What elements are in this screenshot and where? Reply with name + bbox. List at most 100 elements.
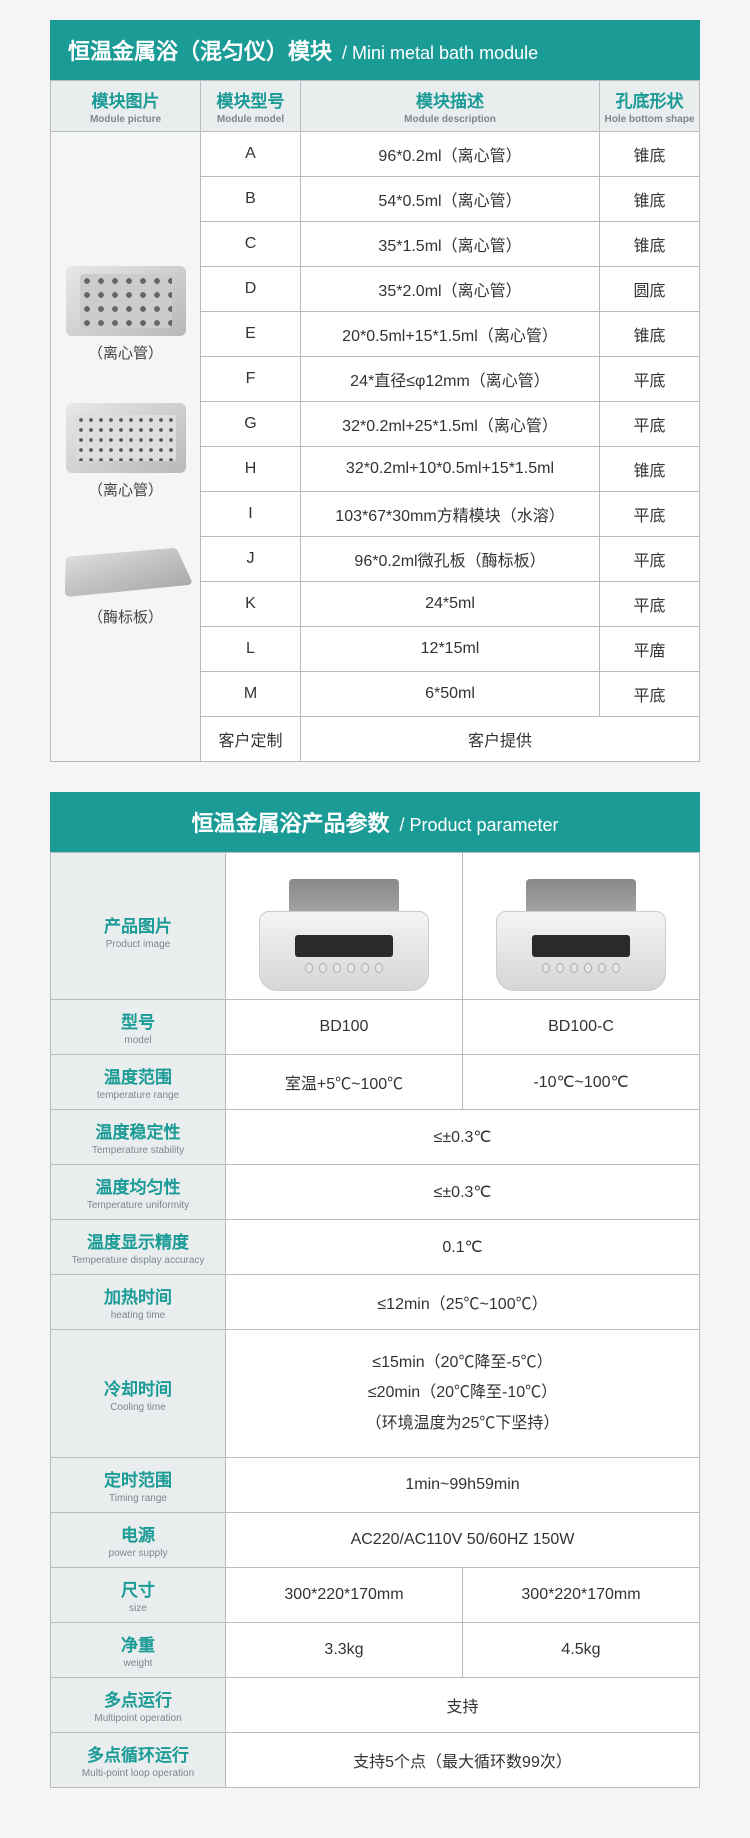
param-title-cn: 恒温金属浴产品参数 [191,806,389,838]
row-label: 多点运行Multipoint operation [51,1678,226,1733]
cell-value: BD100-C [463,1000,700,1055]
product-image-cell [226,853,463,1000]
cell-desc: 103*67*30mm方精模块（水溶） [301,492,600,537]
module-section: 恒温金属浴（混匀仪）模块 / Mini metal bath module 模块… [50,20,700,762]
cell-shape: 平底 [600,357,700,402]
cell-shape: 圆底 [600,267,700,312]
row-label: 净重weight [51,1623,226,1678]
cell-model: H [201,447,301,492]
module-image-label: （离心管） [57,479,194,500]
cell-value: ≤±0.3℃ [226,1110,700,1165]
cell-value: 室温+5℃~100℃ [226,1055,463,1110]
module-image: （酶标板） [57,540,194,627]
cell-shape: 平底 [600,672,700,717]
cell-model: D [201,267,301,312]
module-title-en: / Mini metal bath module [342,43,538,64]
col-model: 模块型号Module model [201,81,301,132]
cell-model: G [201,402,301,447]
cell-model: L [201,627,301,672]
module-image-graphic [66,403,186,473]
module-title-bar: 恒温金属浴（混匀仪）模块 / Mini metal bath module [50,20,700,80]
cell-value: 支持5个点（最大循环数99次） [226,1733,700,1788]
cell-desc: 32*0.2ml+25*1.5ml（离心管） [301,402,600,447]
cell-shape: 平底 [600,582,700,627]
cell-value: 0.1℃ [226,1220,700,1275]
cell-value: 支持 [226,1678,700,1733]
module-title-cn: 恒温金属浴（混匀仪）模块 [68,34,332,66]
param-row: 温度稳定性Temperature stability≤±0.3℃ [51,1110,700,1165]
module-image: （离心管） [57,266,194,363]
cell-model: B [201,177,301,222]
row-label: 定时范围Timing range [51,1458,226,1513]
module-images-cell: （离心管） （离心管） （酶标板） [51,132,201,762]
module-row: （离心管）（离心管）（酶标板）A96*0.2ml（离心管）锥底 [51,132,700,177]
cell-desc: 12*15ml [301,627,600,672]
param-row: 定时范围Timing range1min~99h59min [51,1458,700,1513]
cell-value: ≤12min（25℃~100℃） [226,1275,700,1330]
cell-shape: 平底 [600,402,700,447]
cell-shape: 锥底 [600,447,700,492]
cell-desc: 96*0.2ml微孔板（酶标板） [301,537,600,582]
cell-model: F [201,357,301,402]
cell-desc: 客户提供 [301,717,700,762]
module-table: 模块图片Module picture 模块型号Module model 模块描述… [50,80,700,762]
cell-value: 300*220*170mm [463,1568,700,1623]
param-row: 型号modelBD100BD100-C [51,1000,700,1055]
cell-desc: 6*50ml [301,672,600,717]
cell-model: C [201,222,301,267]
param-row: 加热时间heating time≤12min（25℃~100℃） [51,1275,700,1330]
param-section: 恒温金属浴产品参数 / Product parameter 产品图片Produc… [50,792,700,1788]
cell-value: ≤±0.3℃ [226,1165,700,1220]
param-row: 多点运行Multipoint operation支持 [51,1678,700,1733]
row-label: 温度稳定性Temperature stability [51,1110,226,1165]
cell-value: 3.3kg [226,1623,463,1678]
row-label: 加热时间heating time [51,1275,226,1330]
cell-desc: 24*直径≤φ12mm（离心管） [301,357,600,402]
col-picture: 模块图片Module picture [51,81,201,132]
cell-desc: 35*2.0ml（离心管） [301,267,600,312]
row-label: 温度均匀性Temperature uniformity [51,1165,226,1220]
param-title-bar: 恒温金属浴产品参数 / Product parameter [50,792,700,852]
row-label: 产品图片Product image [51,853,226,1000]
row-label: 温度范围temperature range [51,1055,226,1110]
cell-value: 300*220*170mm [226,1568,463,1623]
row-label: 型号model [51,1000,226,1055]
cell-model: 客户定制 [201,717,301,762]
cell-desc: 96*0.2ml（离心管） [301,132,600,177]
cell-value: 4.5kg [463,1623,700,1678]
cell-model: E [201,312,301,357]
module-image-label: （酶标板） [57,606,194,627]
cell-value: -10℃~100℃ [463,1055,700,1110]
col-desc: 模块描述Module description [301,81,600,132]
param-title-en: / Product parameter [399,815,558,836]
param-row: 电源power supplyAC220/AC110V 50/60HZ 150W [51,1513,700,1568]
device-image [259,871,429,991]
col-shape: 孔底形状Hole bottom shape [600,81,700,132]
row-label: 温度显示精度Temperature display accuracy [51,1220,226,1275]
param-table: 产品图片Product image型号modelBD100BD100-C温度范围… [50,852,700,1788]
cell-shape: 锥底 [600,222,700,267]
module-image-label: （离心管） [57,342,194,363]
cell-shape: 锥底 [600,177,700,222]
cell-model: K [201,582,301,627]
module-image: （离心管） [57,403,194,500]
row-label: 电源power supply [51,1513,226,1568]
module-image-graphic [64,548,192,597]
cell-value: AC220/AC110V 50/60HZ 150W [226,1513,700,1568]
param-row: 温度均匀性Temperature uniformity≤±0.3℃ [51,1165,700,1220]
cell-model: I [201,492,301,537]
param-row: 冷却时间Cooling time≤15min（20℃降至-5℃）≤20min（2… [51,1330,700,1458]
param-row: 净重weight3.3kg4.5kg [51,1623,700,1678]
cell-desc: 20*0.5ml+15*1.5ml（离心管） [301,312,600,357]
cell-desc: 24*5ml [301,582,600,627]
cell-model: J [201,537,301,582]
row-label: 尺寸size [51,1568,226,1623]
product-image-cell [463,853,700,1000]
cell-shape: 平庿 [600,627,700,672]
device-image [496,871,666,991]
param-image-row: 产品图片Product image [51,853,700,1000]
cell-desc: 35*1.5ml（离心管） [301,222,600,267]
cell-shape: 锥底 [600,312,700,357]
param-row: 多点循环运行Multi-point loop operation支持5个点（最大… [51,1733,700,1788]
row-label: 冷却时间Cooling time [51,1330,226,1458]
